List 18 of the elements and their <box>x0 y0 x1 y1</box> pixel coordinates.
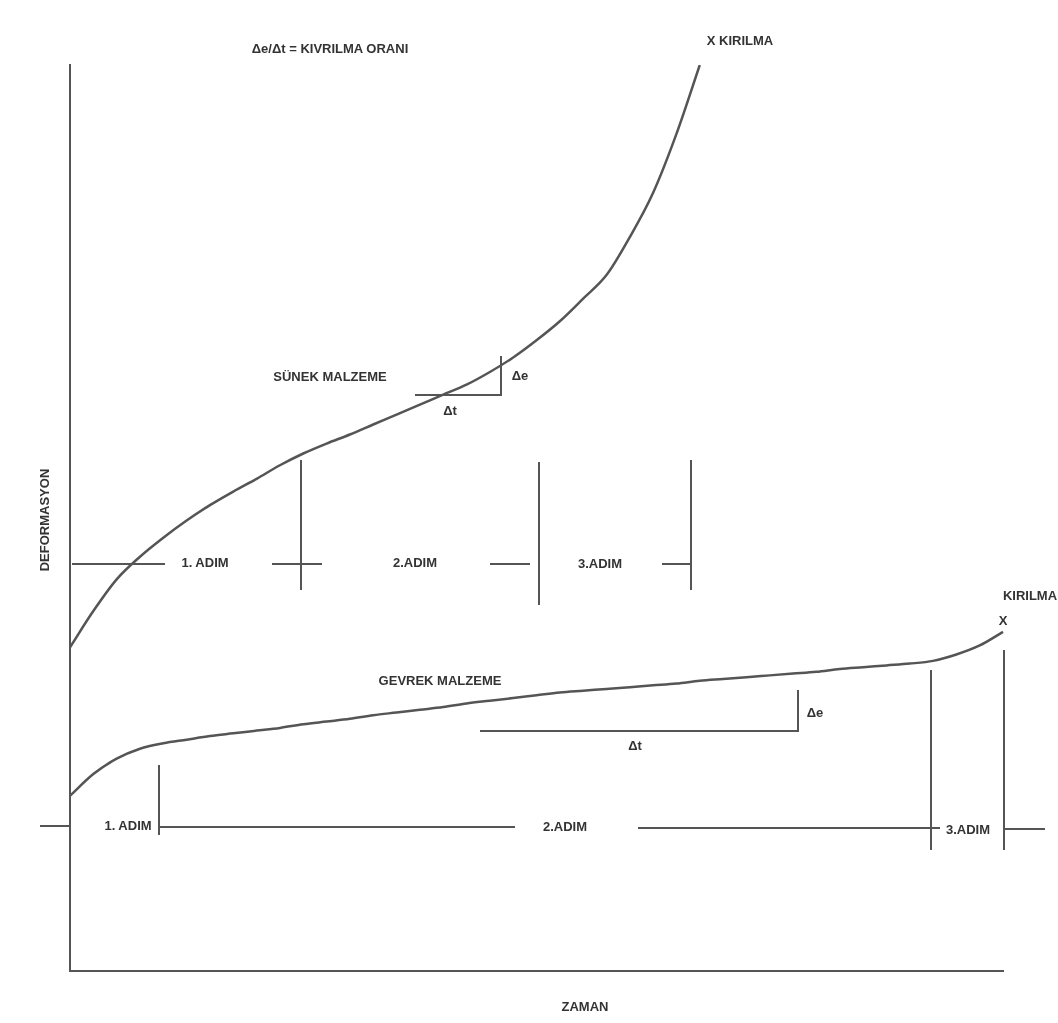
annotation: 1. ADIM <box>181 554 229 570</box>
annotation: 2.ADIM <box>392 554 438 570</box>
text: Δe/Δt = KIVRILMA ORANI <box>251 40 409 56</box>
text: SÜNEK MALZEME <box>273 368 387 384</box>
annotation: Δt <box>443 402 457 418</box>
annotation: 3.ADIM <box>945 821 991 837</box>
annotation: X <box>998 612 1008 628</box>
annotation: KIRILMA <box>1002 587 1058 603</box>
annotation: Δe <box>806 704 824 720</box>
annotation: 2.ADIM <box>542 818 588 834</box>
text: X KIRILMA <box>706 32 774 48</box>
annotation: Δe <box>511 367 529 383</box>
y-axis-title: DEFORMASYON <box>36 468 52 572</box>
annotation: 1. ADIM <box>104 817 152 833</box>
annotation: Δt <box>628 737 642 753</box>
annotation: 3.ADIM <box>577 555 623 571</box>
x-axis-title: ZAMAN <box>561 998 609 1014</box>
series-label: GEVREK MALZEME <box>378 672 502 688</box>
